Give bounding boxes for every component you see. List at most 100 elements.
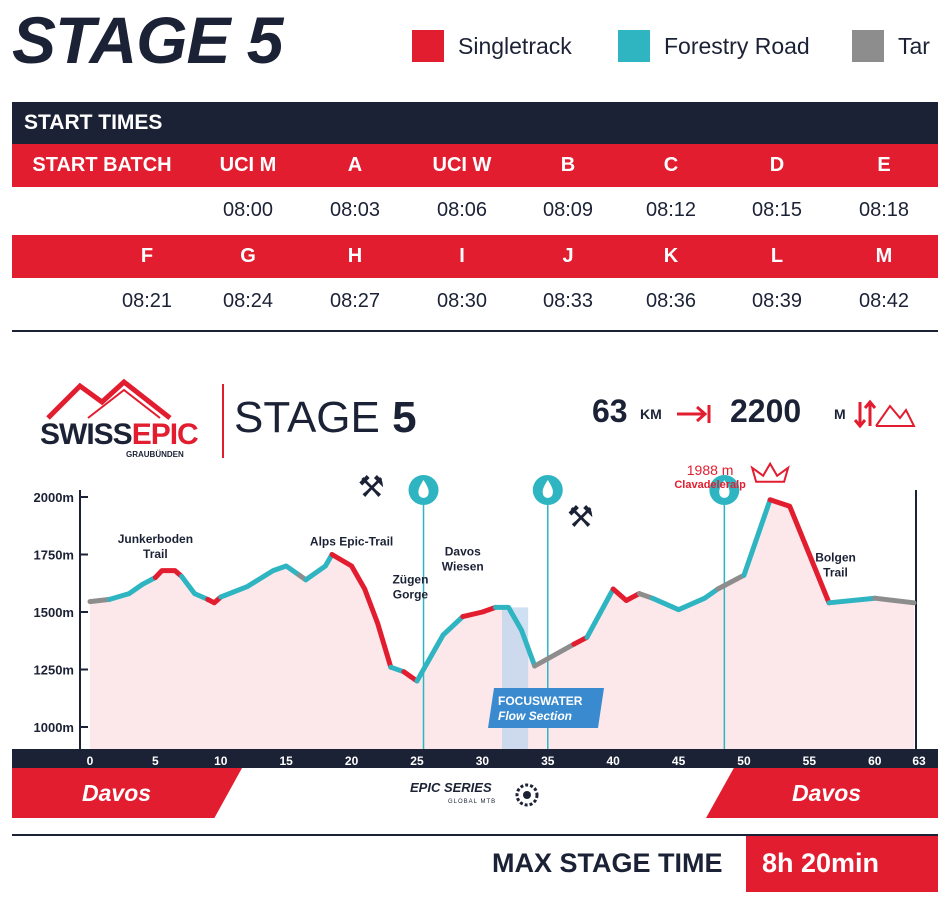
start-town: Davos xyxy=(82,780,152,806)
profile-segment-singletrack xyxy=(401,669,420,684)
profile-annotation: Junkerboden xyxy=(118,532,193,546)
batch-label: A xyxy=(347,154,363,176)
batch-label: F xyxy=(140,245,154,267)
batch-row-1: START BATCH UCI M A UCI W B C D E xyxy=(12,144,938,187)
profile-segment-forestry-road xyxy=(649,586,721,613)
start-time: 08:42 xyxy=(858,290,910,312)
x-tick-label: 55 xyxy=(803,754,817,768)
legend-label: Tar xyxy=(898,32,930,59)
profile-segment-forestry-road xyxy=(107,575,158,602)
finish-town: Davos xyxy=(792,780,862,806)
distance-value: 63 xyxy=(592,393,628,429)
start-time: 08:00 xyxy=(222,199,274,221)
x-tick-label: 5 xyxy=(152,754,159,768)
profile-annotation: Trail xyxy=(823,565,848,579)
footer-rule xyxy=(12,834,938,836)
start-town-banner xyxy=(12,768,242,818)
water-drop-glyph xyxy=(418,480,429,498)
stage-prefix: STAGE xyxy=(234,393,380,442)
y-tick-label: 1500m xyxy=(34,605,74,620)
profile-annotation: Zügen xyxy=(392,572,428,586)
batch-label: B xyxy=(560,154,576,176)
x-axis-bar xyxy=(12,749,938,768)
profile-segment-tar xyxy=(532,641,577,669)
logo-region-text: GRAUBÜNDEN xyxy=(126,450,184,459)
profile-segment-singletrack xyxy=(460,604,498,620)
legend-forestry-road: Forestry Road xyxy=(618,30,810,62)
profile-segment-forestry-road xyxy=(741,497,773,578)
x-tick-label: 45 xyxy=(672,754,686,768)
water-drop-glyph xyxy=(719,480,730,498)
profile-segment-singletrack xyxy=(329,552,394,670)
x-tick-label: 30 xyxy=(476,754,490,768)
epic-series-logo: EPIC SERIES xyxy=(410,780,492,795)
logo-divider xyxy=(222,384,224,458)
water-drop-glyph xyxy=(542,480,553,498)
summit-elevation: 1988 m xyxy=(687,462,734,478)
y-tick-label: 1000m xyxy=(34,720,74,735)
flow-section-name: Flow Section xyxy=(498,709,572,723)
max-stage-time-value: 8h 20min xyxy=(762,848,880,878)
x-tick-label: 60 xyxy=(868,754,882,768)
start-time: 08:06 xyxy=(436,199,488,221)
logo-swiss-text: SWISS xyxy=(40,418,133,451)
start-time: 08:09 xyxy=(542,199,594,221)
profile-segment-forestry-road xyxy=(493,604,538,669)
legend-label: Singletrack xyxy=(458,32,572,59)
x-tick-label: 10 xyxy=(214,754,228,768)
start-time: 08:21 xyxy=(121,290,173,312)
profile-segment-tar xyxy=(872,595,917,606)
profile-segment-singletrack xyxy=(205,594,224,606)
batch-label: E xyxy=(877,154,891,176)
tools-icon: ⚒ xyxy=(567,500,594,535)
profile-annotation: Bolgen xyxy=(815,550,856,564)
start-time: 08:24 xyxy=(222,290,274,312)
x-tick-label: 35 xyxy=(541,754,555,768)
batch-label: UCI W xyxy=(432,154,492,176)
finish-town-banner xyxy=(706,768,938,818)
batch-label: M xyxy=(875,245,893,267)
legend-swatch-singletrack xyxy=(412,30,444,62)
stage-number: 5 xyxy=(392,393,417,442)
logo-mountains-icon xyxy=(46,378,172,420)
profile-annotation: Alps Epic-Trail xyxy=(310,534,393,548)
batch-label: H xyxy=(347,245,363,267)
profile-annotation: Davos xyxy=(445,545,481,559)
x-tick-label: 0 xyxy=(87,754,94,768)
x-tick-label: 63 xyxy=(912,754,926,768)
batch-label: G xyxy=(240,245,256,267)
start-time: 08:18 xyxy=(858,199,910,221)
max-stage-time-label: MAX STAGE TIME xyxy=(492,848,723,878)
profile-stage-title: STAGE 5 xyxy=(234,393,417,443)
profile-segment-forestry-road xyxy=(179,573,211,602)
y-tick-label: 2000m xyxy=(34,490,74,505)
profile-segment-tar xyxy=(87,596,113,605)
max-stage-time-box xyxy=(746,836,938,892)
profile-segment-forestry-road xyxy=(826,595,878,606)
batch-label: UCI M xyxy=(219,154,277,176)
profile-segment-forestry-road xyxy=(218,563,302,600)
start-time: 08:36 xyxy=(645,290,697,312)
start-time: 08:27 xyxy=(329,290,381,312)
elevation-value: 2200 xyxy=(730,393,802,429)
profile-segment-tar xyxy=(715,572,747,592)
legend-singletrack: Singletrack xyxy=(412,30,572,62)
elevation-unit: M xyxy=(834,406,846,422)
start-time: 08:12 xyxy=(645,199,697,221)
legend-label: Forestry Road xyxy=(664,32,810,59)
start-time: 08:33 xyxy=(542,290,594,312)
batch-label: D xyxy=(769,154,785,176)
start-time: 08:39 xyxy=(751,290,803,312)
distance-unit: KM xyxy=(640,406,662,422)
profile-segment-forestry-road xyxy=(414,614,466,684)
profile-annotation: Gorge xyxy=(393,587,429,601)
distance-arrow-icon xyxy=(677,405,711,423)
time-row-1: 08:00 08:03 08:06 08:09 08:12 08:15 08:1… xyxy=(12,187,938,234)
start-time: 08:03 xyxy=(329,199,381,221)
start-batch-label: START BATCH xyxy=(32,154,172,176)
profile-annotation: Wiesen xyxy=(442,560,484,574)
profile-segment-singletrack xyxy=(152,568,185,580)
x-tick-label: 20 xyxy=(345,754,359,768)
chainring-icon xyxy=(515,783,539,807)
